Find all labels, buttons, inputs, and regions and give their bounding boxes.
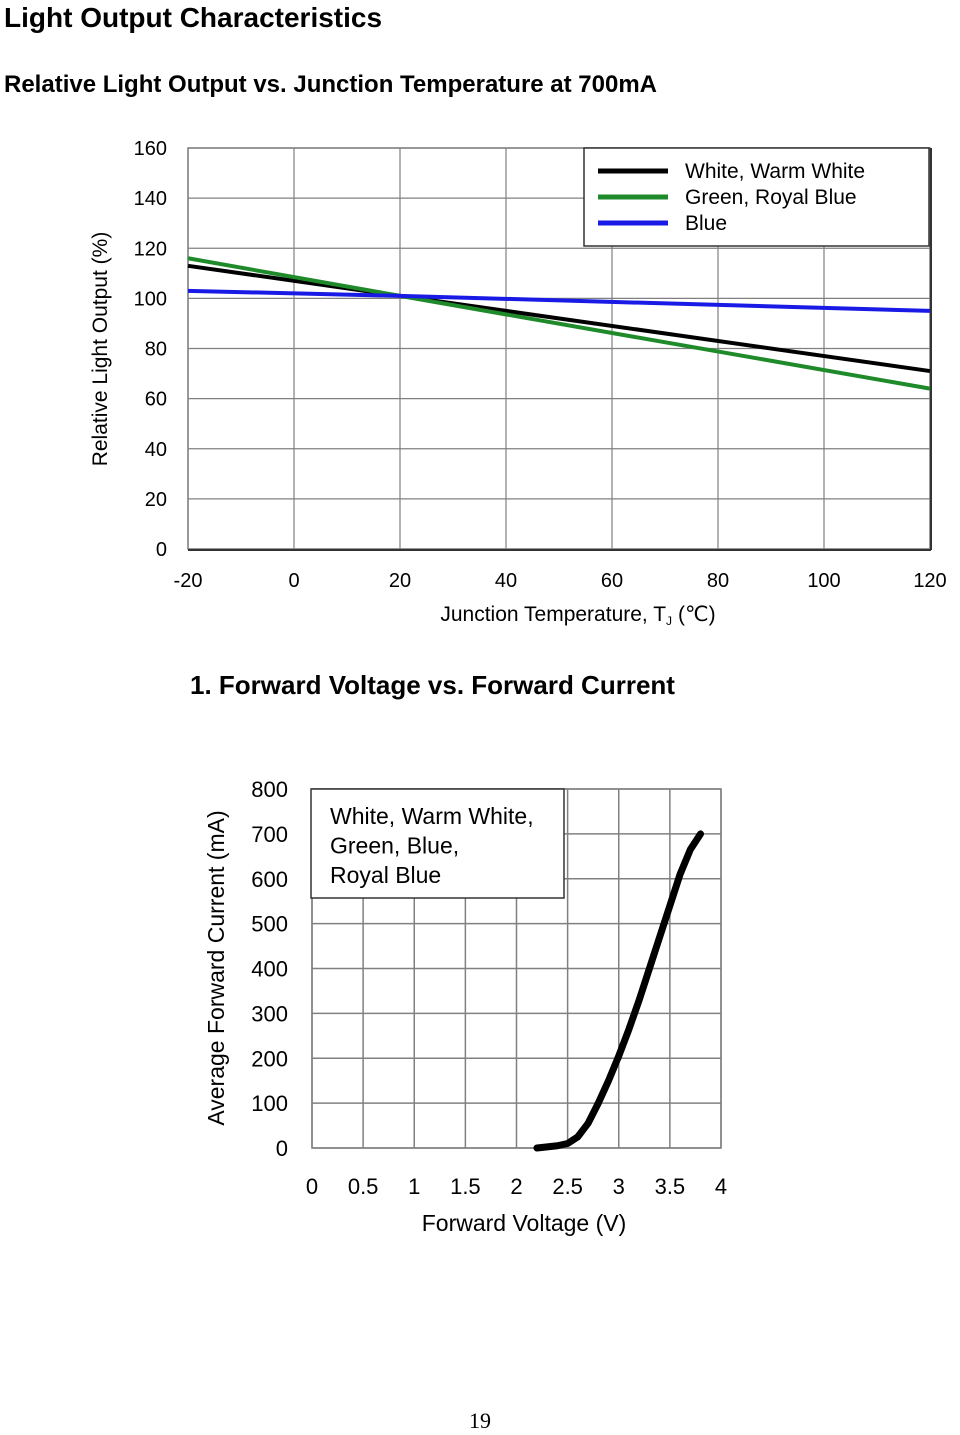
y-tick-label: 700	[251, 822, 288, 847]
y-tick-label: 0	[156, 539, 167, 561]
forward-current-chart: 0 100 200 300 400 500 600 700 800 0 0.5 1 1.5 2 2.5 3 3.…	[203, 777, 727, 1236]
x-axis-label-unit: (℃)	[678, 603, 716, 626]
x-tick-label: 1	[408, 1174, 420, 1199]
x-tick-label: 80	[707, 570, 729, 592]
chart2-title: 1. Forward Voltage vs. Forward Current	[190, 670, 675, 700]
x-tick-label: 4	[715, 1174, 727, 1199]
legend-label: Green, Blue,	[330, 833, 459, 859]
x-axis-label-main: Junction Temperature, T	[440, 603, 666, 626]
legend-box	[310, 788, 565, 899]
x-tick-label: 2.5	[552, 1174, 583, 1199]
x-tick-label: 40	[495, 570, 517, 592]
y-tick-label: 0	[276, 1136, 288, 1161]
y-axis-label: Relative Light Output (%)	[89, 232, 112, 467]
y-tick-label: 100	[134, 288, 167, 310]
x-tick-label: 2	[510, 1174, 522, 1199]
y-tick-label: 400	[251, 957, 288, 982]
y-tick-label: 40	[145, 439, 167, 461]
x-tick-label: 20	[389, 570, 411, 592]
legend-label: White, Warm White	[685, 160, 865, 183]
x-tick-label: -20	[174, 570, 203, 592]
x-tick-label: 3.5	[655, 1174, 686, 1199]
y-tick-label: 160	[134, 138, 167, 160]
y-tick-label: 300	[251, 1001, 288, 1026]
y-tick-label: 120	[134, 238, 167, 260]
x-tick-label: 120	[913, 570, 946, 592]
y-axis-label: Average Forward Current (mA)	[203, 810, 229, 1125]
legend-label: Blue	[685, 212, 727, 235]
legend-box	[583, 147, 930, 247]
y-tick-label: 140	[134, 188, 167, 210]
x-tick-label: 0.5	[348, 1174, 379, 1199]
y-tick-label: 100	[251, 1091, 288, 1116]
x-axis-label-subscript: J	[666, 614, 672, 628]
x-axis-label: Forward Voltage (V)	[422, 1210, 627, 1236]
series-line	[533, 830, 705, 1152]
y-tick-label: 20	[145, 489, 167, 511]
x-axis-label: Junction Temperature, TJ (℃)	[440, 603, 715, 628]
chart1-title: Relative Light Output vs. Junction Tempe…	[4, 71, 658, 98]
x-tick-label: 100	[807, 570, 840, 592]
y-tick-label: 200	[251, 1046, 288, 1071]
legend-label: Green, Royal Blue	[685, 186, 857, 209]
y-tick-label: 60	[145, 389, 167, 411]
light-output-chart: 0 20 40 60 80 100 120 140 160 -20 0 20 40 60 80 100 120 R…	[89, 138, 947, 628]
x-tick-label: 0	[288, 570, 299, 592]
legend-label: Royal Blue	[330, 862, 441, 888]
x-tick-label: 60	[601, 570, 623, 592]
x-tick-label: 0	[306, 1174, 318, 1199]
y-tick-label: 800	[251, 777, 288, 802]
legend-label: White, Warm White,	[330, 803, 534, 829]
series-line	[187, 288, 931, 313]
y-tick-label: 600	[251, 867, 288, 892]
x-tick-label: 1.5	[450, 1174, 481, 1199]
y-tick-label: 500	[251, 912, 288, 937]
y-tick-label: 80	[145, 339, 167, 361]
page-number: 19	[469, 1408, 491, 1433]
x-tick-label: 3	[613, 1174, 625, 1199]
page-title: Light Output Characteristics	[4, 2, 383, 33]
